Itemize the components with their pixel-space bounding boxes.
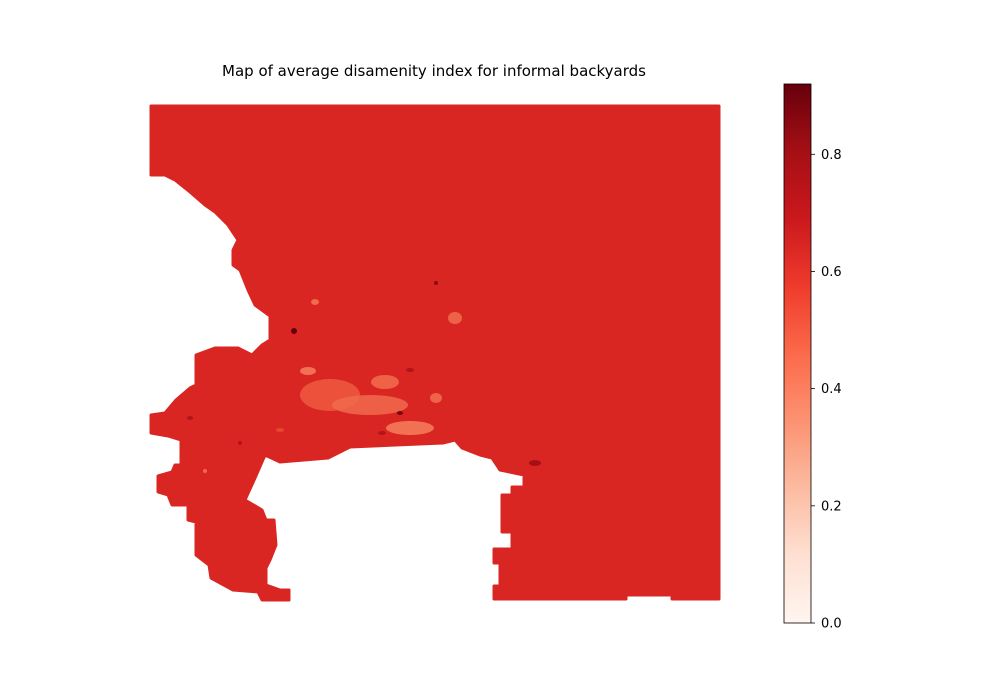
- map-detail-patches: [187, 281, 541, 473]
- colorbar-ticks: 0.0 0.2 0.4 0.6 0.8: [811, 148, 842, 632]
- map-landmass: [149, 104, 721, 602]
- colorbar-tick-label: 0.0: [821, 617, 842, 632]
- patch-dark: [378, 431, 386, 435]
- patch-light: [448, 312, 462, 324]
- patch-light: [371, 375, 399, 389]
- colorbar-tick-label: 0.4: [821, 382, 842, 397]
- colorbar: 0.0 0.2 0.4 0.6 0.8: [783, 83, 842, 632]
- colorbar-tick-label: 0.2: [821, 499, 842, 514]
- patch-dark: [397, 411, 403, 415]
- colorbar-gradient: [783, 83, 812, 624]
- patch-light: [300, 367, 316, 375]
- patch-light: [311, 299, 319, 305]
- patch-dark: [434, 281, 438, 285]
- patch-dark: [187, 416, 193, 420]
- patch-light: [332, 395, 408, 415]
- chart-title: Map of average disamenity index for info…: [222, 62, 646, 80]
- colorbar-tick-label: 0.6: [821, 265, 842, 280]
- patch-light: [276, 428, 284, 432]
- patch-light: [430, 393, 442, 403]
- colorbar-tick-label: 0.8: [821, 148, 842, 163]
- patch-dark: [529, 460, 541, 466]
- patch-dark: [291, 328, 297, 334]
- patch-dark: [406, 368, 414, 372]
- patch-light: [386, 421, 434, 435]
- map-region: [149, 104, 721, 602]
- patch-light: [203, 469, 207, 473]
- patch-dark: [238, 441, 242, 445]
